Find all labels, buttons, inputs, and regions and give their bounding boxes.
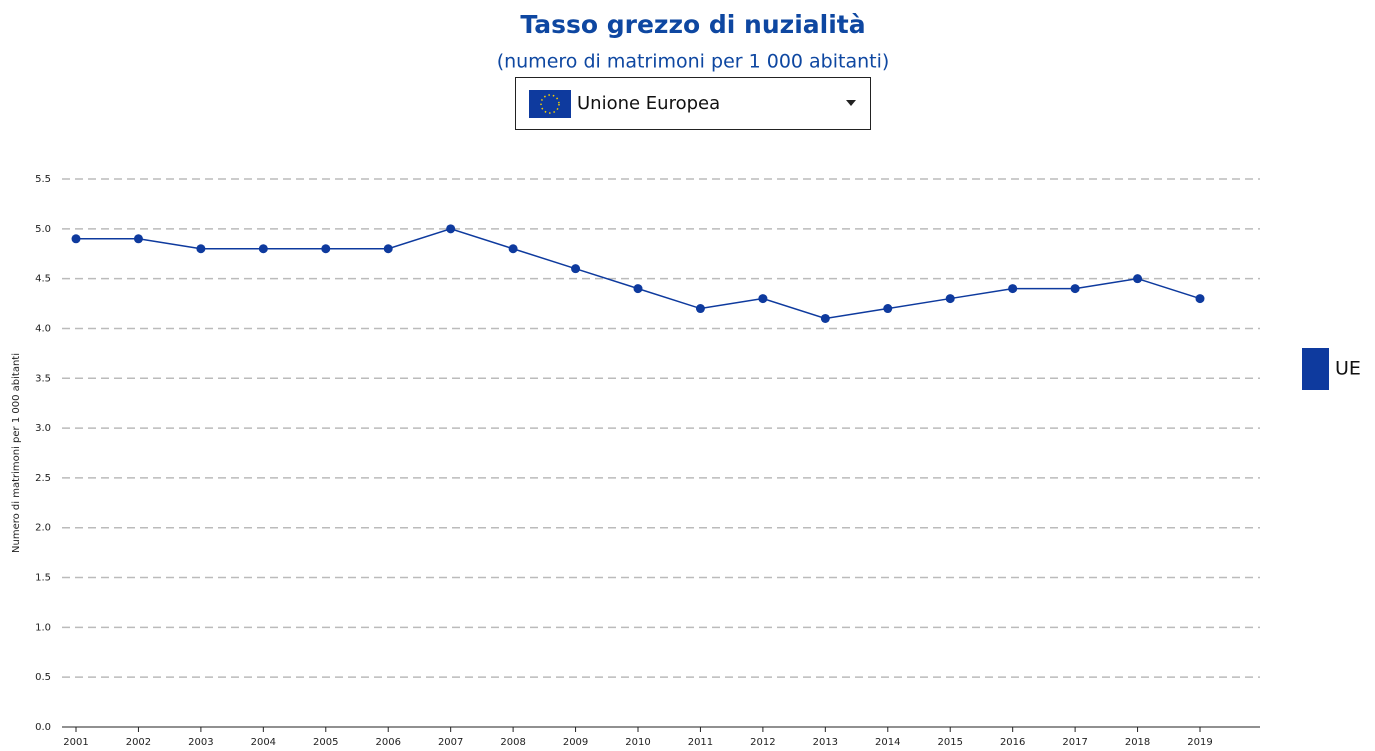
- legend-label: UE: [1335, 358, 1361, 380]
- y-tick-label: 2.0: [35, 523, 51, 534]
- x-tick-label: 2013: [813, 737, 838, 747]
- data-point: [883, 304, 893, 314]
- dropdown-arrow: [846, 100, 856, 106]
- x-tick-label: 2017: [1062, 737, 1087, 747]
- x-tick-label: 2004: [251, 737, 276, 747]
- y-tick-label: 0.5: [35, 672, 51, 683]
- data-point: [71, 234, 81, 244]
- dropdown-label: Unione Europea: [577, 93, 720, 114]
- x-tick-label: 2007: [438, 737, 463, 747]
- x-tick-label: 2018: [1125, 737, 1150, 747]
- x-tick-label: 2009: [563, 737, 588, 747]
- x-tick-label: 2015: [937, 737, 962, 747]
- data-point: [446, 224, 456, 234]
- y-tick-label: 2.5: [35, 473, 51, 484]
- x-tick-label: 2010: [625, 737, 650, 747]
- x-tick-label: 2014: [875, 737, 900, 747]
- data-point: [1070, 284, 1080, 294]
- x-tick-label: 2016: [1000, 737, 1025, 747]
- x-tick-label: 2001: [63, 737, 88, 747]
- x-tick-label: 2006: [375, 737, 400, 747]
- data-point: [196, 244, 206, 254]
- x-tick-label: 2003: [188, 737, 213, 747]
- y-tick-label: 3.0: [35, 423, 51, 434]
- x-tick-label: 2002: [126, 737, 151, 747]
- dropdown[interactable]: Unione Europea: [515, 77, 871, 130]
- y-tick-label: 1.0: [35, 622, 51, 633]
- data-point: [571, 264, 581, 274]
- data-point: [820, 313, 830, 323]
- data-point: [695, 304, 705, 314]
- x-tick-label: 2012: [750, 737, 775, 747]
- x-tick-label: 2019: [1187, 737, 1212, 747]
- data-point: [1008, 284, 1018, 294]
- data-point: [321, 244, 331, 254]
- data-point: [383, 244, 393, 254]
- data-point: [1133, 274, 1143, 284]
- x-tick-label: 2005: [313, 737, 338, 747]
- y-tick-label: 1.5: [35, 573, 51, 584]
- data-point: [945, 294, 955, 304]
- data-point: [633, 284, 643, 294]
- eu-flag: [529, 90, 571, 118]
- y-axis-label: Numero di matrimoni per 1 000 abitanti: [11, 353, 22, 553]
- chart-title: Tasso grezzo di nuzialità: [520, 10, 865, 39]
- series-line: [76, 228, 1201, 320]
- y-tick-label: 4.5: [35, 274, 51, 285]
- dropdown-box[interactable]: [515, 77, 871, 130]
- y-tick-label: 4.0: [35, 323, 51, 334]
- chart-subtitle: (numero di matrimoni per 1 000 abitanti): [497, 51, 890, 73]
- x-tick-label: 2008: [500, 737, 525, 747]
- data-point: [133, 234, 143, 244]
- y-tick-label: 5.0: [35, 224, 51, 235]
- legend-swatch: [1302, 348, 1329, 390]
- y-tick-label: 3.5: [35, 373, 51, 384]
- eu-stars: [540, 94, 560, 114]
- data-point: [758, 294, 768, 304]
- data-point: [508, 244, 518, 254]
- y-tick-label: 0.0: [35, 722, 51, 733]
- data-point: [1195, 294, 1205, 304]
- x-tick-label: 2011: [688, 737, 713, 747]
- y-tick-label: 5.5: [35, 174, 51, 185]
- data-point: [258, 244, 268, 254]
